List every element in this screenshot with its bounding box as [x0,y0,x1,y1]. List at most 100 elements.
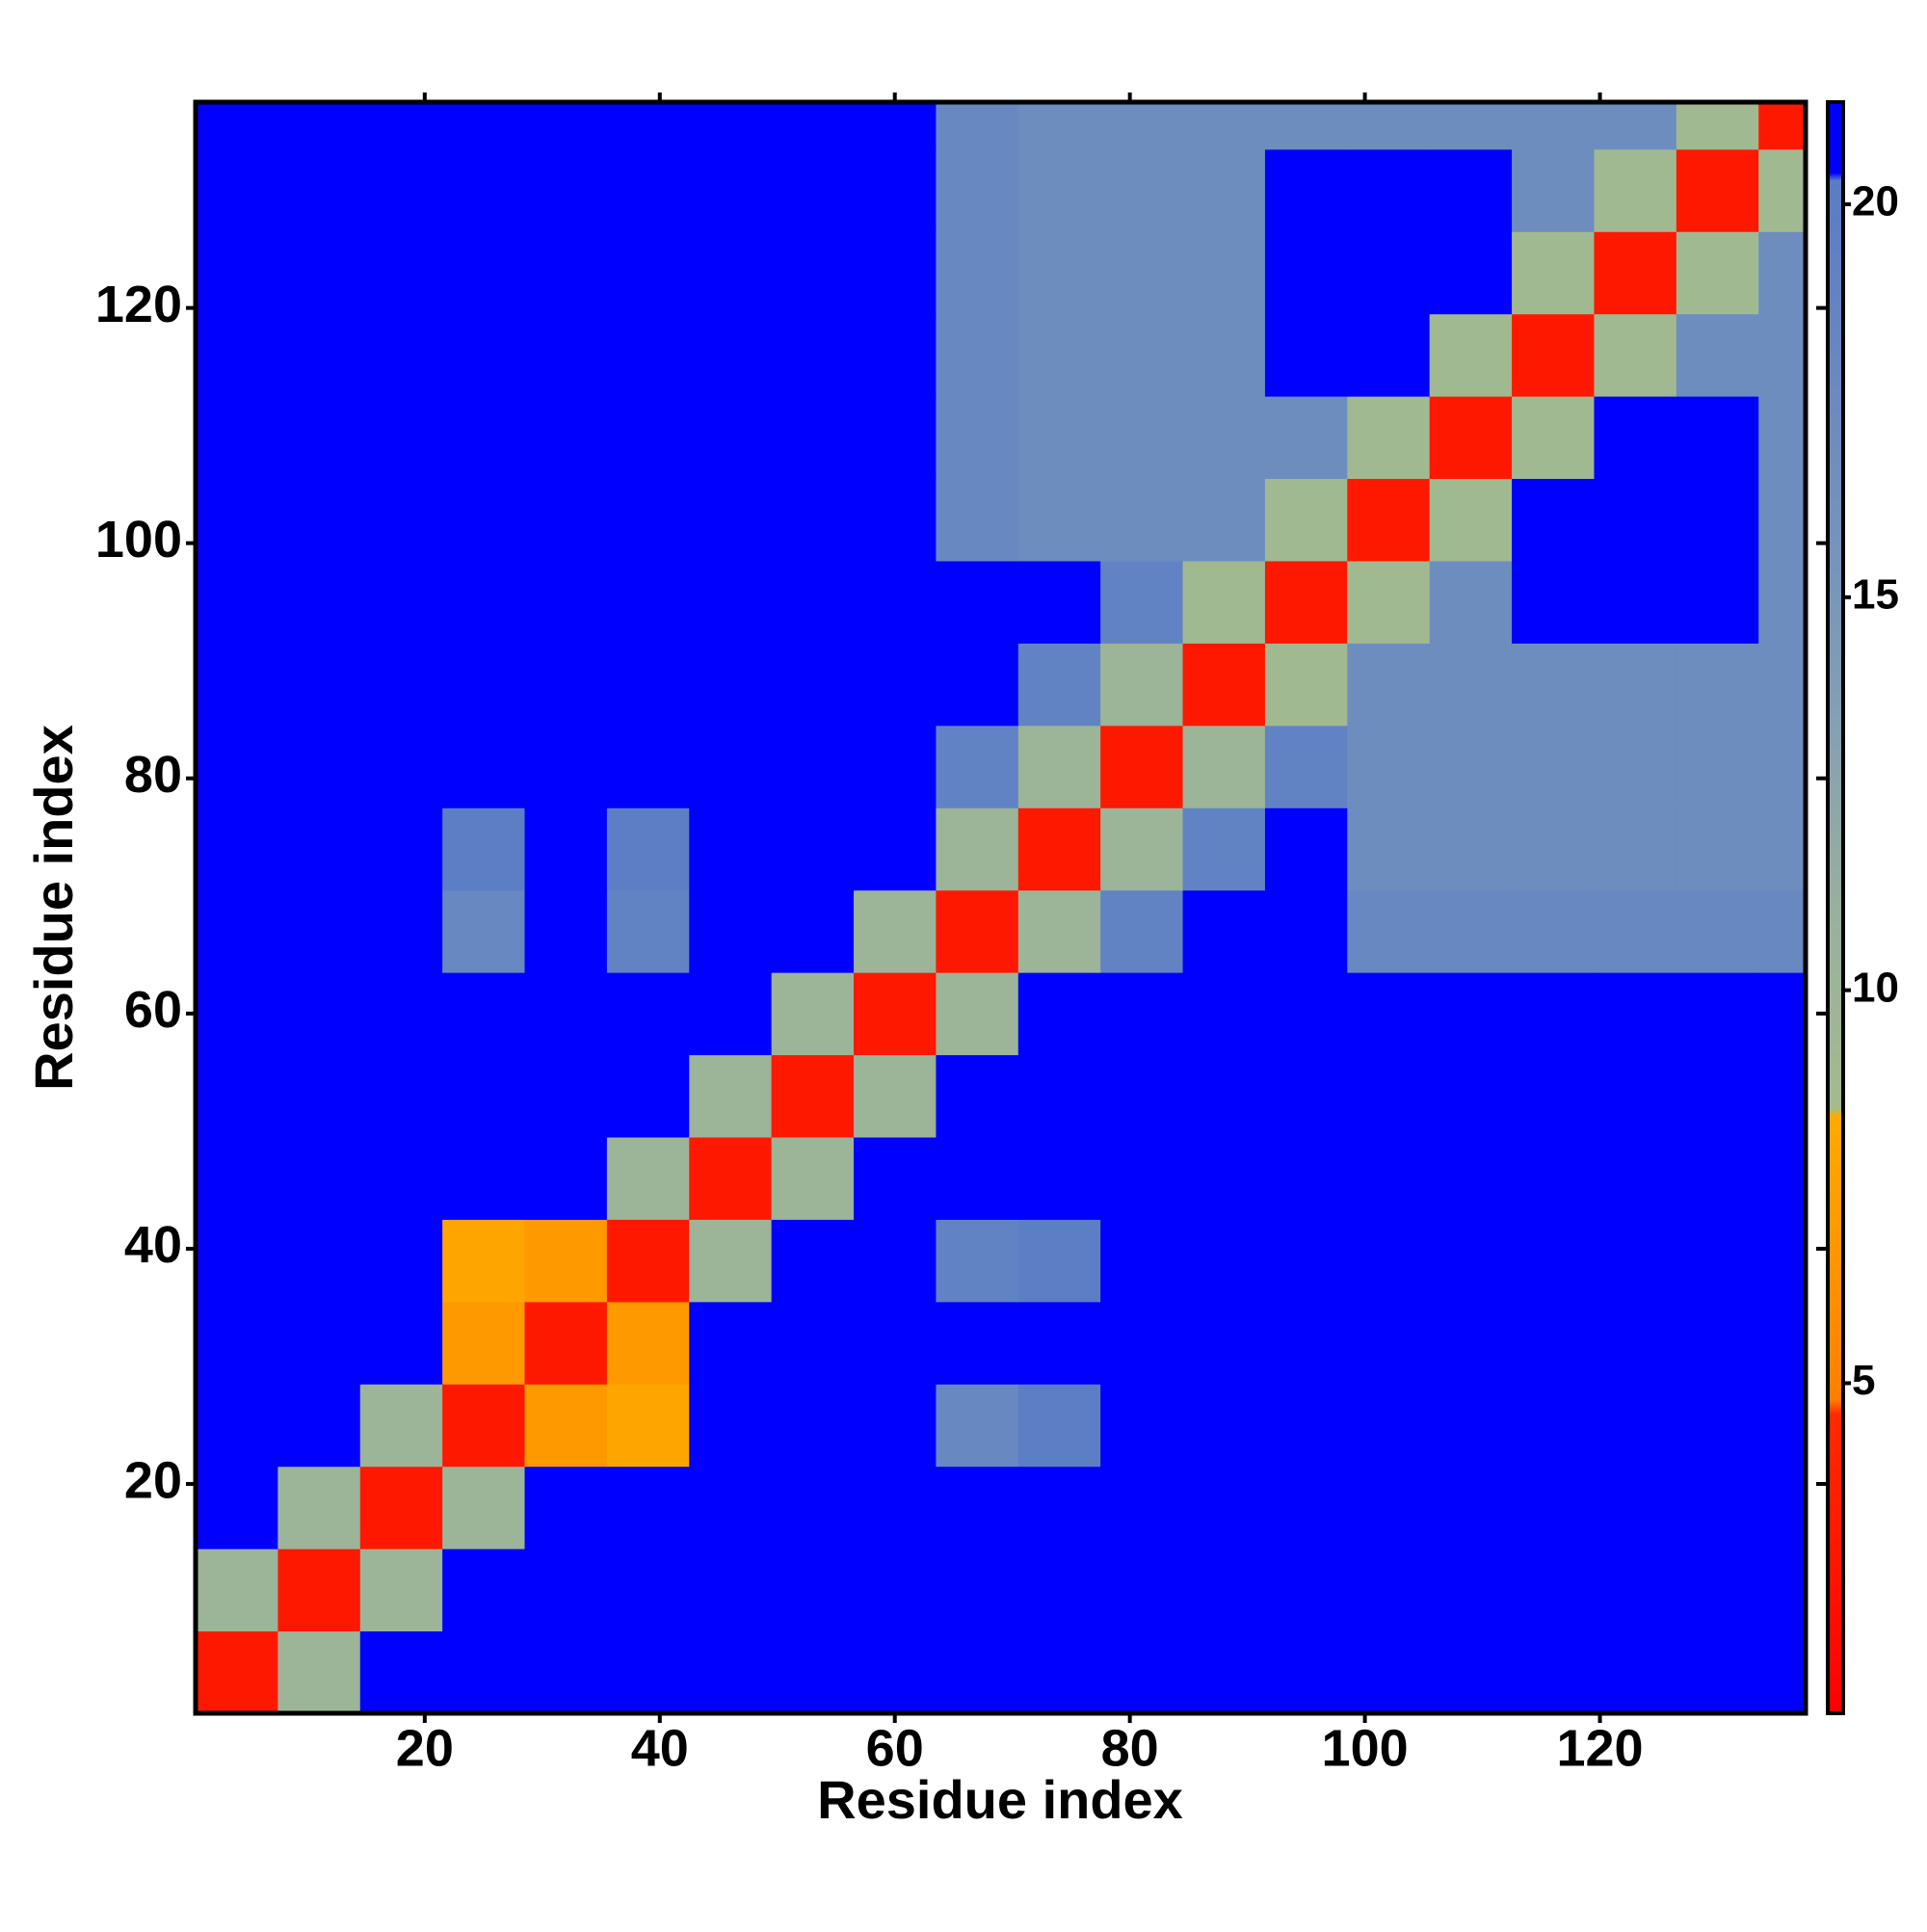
heatmap-cell [936,1630,1019,1714]
heatmap-cell [1594,478,1677,562]
heatmap-cell [1758,1219,1807,1303]
heatmap-cell [277,972,361,1056]
heatmap-cell [524,1054,608,1138]
heatmap-cell [1758,725,1807,808]
heatmap-cell [1758,148,1807,232]
heatmap-cell [442,1054,526,1138]
heatmap-cell [196,1384,278,1468]
heatmap-cell [854,889,937,973]
heatmap-cell [524,889,608,973]
heatmap-cell [936,889,1019,973]
heatmap-cell [442,889,526,973]
heatmap-cell [771,102,855,150]
heatmap-cell [1100,643,1184,727]
heatmap-cell [1512,102,1595,150]
heatmap-cell [524,102,608,150]
heatmap-cell [1264,1548,1348,1632]
heatmap-cell [1594,1301,1677,1385]
heatmap-cell [1347,560,1431,644]
heatmap-cell [936,1054,1019,1138]
heatmap-cell [277,102,361,150]
heatmap-cell [1512,1219,1595,1303]
heatmap-cell [936,313,1019,397]
heatmap-cell [606,1466,690,1549]
heatmap-cell [1264,1384,1348,1468]
heatmap-cell [1676,1548,1759,1632]
heatmap-cell [1429,1136,1513,1220]
heatmap-cell [689,1630,773,1714]
heatmap-cell [771,807,855,891]
heatmap-cell [1100,313,1184,397]
heatmap-cell [277,313,361,397]
heatmap-cell [1429,313,1513,397]
heatmap-cell [1182,1054,1266,1138]
heatmap-cell [936,1466,1019,1549]
heatmap-cell [196,972,278,1056]
heatmap-cell [359,889,443,973]
heatmap-cell [524,396,608,480]
heatmap-cell [1676,313,1759,397]
heatmap-cell [442,725,526,808]
heatmap-cell [606,972,690,1056]
heatmap-cell [1676,1136,1759,1220]
heatmap-cell [277,396,361,480]
heatmap-cell [1182,889,1266,973]
heatmap-cell [442,231,526,315]
heatmap-cell [1758,478,1807,562]
colorbar-tick-label: 10 [1852,964,1899,1011]
heatmap-cell [359,972,443,1056]
heatmap-cell [1347,478,1431,562]
heatmap-cell [442,1384,526,1468]
heatmap-cell [854,1548,937,1632]
heatmap-cell [1512,1384,1595,1468]
colorbar-tick-label: 20 [1852,178,1899,225]
heatmap-cell [1100,1301,1184,1385]
heatmap-cell [524,725,608,808]
heatmap-cell [1594,148,1677,232]
heatmap-cell [1594,1466,1677,1549]
heatmap-cell [1264,889,1348,973]
heatmap-cell [936,643,1019,727]
y-tick-label: 60 [124,981,182,1039]
heatmap-cell [689,889,773,973]
heatmap-cell [1182,1630,1266,1714]
y-tick-label: 20 [124,1451,182,1509]
heatmap-cell [1758,1054,1807,1138]
heatmap-cell [854,1466,937,1549]
heatmap-cell [196,1466,278,1549]
heatmap-cell [606,396,690,480]
heatmap-cell [1512,478,1595,562]
heatmap-cell [1100,725,1184,808]
heatmap-cell [1017,148,1101,232]
heatmap-cell [1594,1384,1677,1468]
heatmap-cell [1264,1301,1348,1385]
heatmap-cell [854,1136,937,1220]
heatmap-cell [771,231,855,315]
heatmap-cell [1347,1136,1431,1220]
heatmap-cell [277,1054,361,1138]
heatmap-cell [196,889,278,973]
heatmap-cell [1182,231,1266,315]
heatmap-cell [854,478,937,562]
heatmap-cell [359,1301,443,1385]
heatmap-cell [771,1219,855,1303]
x-tick-label: 40 [631,1719,689,1777]
heatmap-cell [1429,1630,1513,1714]
x-axis-title: Residue index [817,1769,1183,1830]
heatmap-cell [1676,396,1759,480]
heatmap-cell [1429,807,1513,891]
heatmap-cell [771,313,855,397]
heatmap-cell [1594,972,1677,1056]
heatmap-cell [1347,102,1431,150]
heatmap-cell [196,1301,278,1385]
heatmap-cell [1676,478,1759,562]
heatmap-cell [1347,1384,1431,1468]
heatmap-cell [606,102,690,150]
heatmap-cell [1594,560,1677,644]
x-tick-label: 80 [1101,1719,1159,1777]
heatmap-cell [1758,1548,1807,1632]
heatmap-cell [359,396,443,480]
heatmap-cell [1676,148,1759,232]
heatmap-cell [1512,1630,1595,1714]
heatmap-cell [606,1548,690,1632]
